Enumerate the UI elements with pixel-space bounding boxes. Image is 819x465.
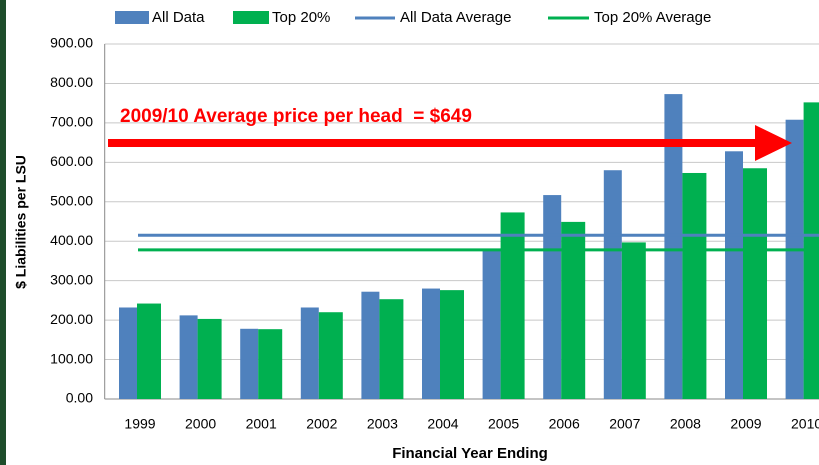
bar bbox=[621, 242, 646, 399]
y-tick-label: 700.00 bbox=[50, 114, 93, 130]
y-tick-label: 100.00 bbox=[50, 350, 93, 366]
legend-swatch bbox=[233, 11, 269, 24]
bar bbox=[179, 315, 198, 399]
bar bbox=[603, 170, 622, 399]
x-tick-label: 2008 bbox=[670, 416, 701, 432]
bar bbox=[137, 303, 161, 399]
x-tick-label: 2005 bbox=[488, 416, 519, 432]
x-axis-title: Financial Year Ending bbox=[392, 445, 548, 462]
bar bbox=[258, 329, 283, 399]
bar bbox=[785, 119, 804, 399]
bar bbox=[318, 312, 343, 399]
y-tick-label: 600.00 bbox=[50, 153, 93, 169]
x-tick-label: 2004 bbox=[427, 416, 458, 432]
legend-label: Top 20% bbox=[272, 9, 330, 26]
x-tick-label: 2003 bbox=[367, 416, 398, 432]
y-tick-label: 200.00 bbox=[50, 311, 93, 327]
y-axis-title: $ Liabilities per LSU bbox=[13, 155, 29, 289]
legend-label: All Data bbox=[152, 9, 205, 26]
bar bbox=[682, 172, 707, 399]
bar bbox=[440, 290, 464, 399]
bar bbox=[743, 168, 767, 399]
x-tick-label: 2000 bbox=[185, 416, 216, 432]
bar bbox=[240, 328, 259, 399]
legend-swatch bbox=[115, 11, 149, 24]
bar bbox=[197, 318, 222, 399]
annotation: 2009/10 Average price per head = $649 bbox=[120, 106, 472, 127]
bar bbox=[500, 212, 525, 399]
x-tick-label: 2007 bbox=[609, 416, 640, 432]
y-tick-label: 800.00 bbox=[50, 74, 93, 90]
bar bbox=[482, 249, 501, 399]
x-tick-label: 2002 bbox=[306, 416, 337, 432]
legend-label: All Data Average bbox=[400, 9, 511, 26]
x-tick-label: 2010 bbox=[791, 416, 819, 432]
arrow-head bbox=[755, 125, 792, 161]
y-tick-label: 500.00 bbox=[50, 192, 93, 208]
bar bbox=[422, 288, 440, 399]
y-tick-label: 300.00 bbox=[50, 271, 93, 287]
bar bbox=[379, 299, 404, 399]
x-tick-label: 2001 bbox=[246, 416, 277, 432]
bar bbox=[725, 151, 743, 399]
bar bbox=[361, 291, 380, 399]
y-tick-label: 400.00 bbox=[50, 232, 93, 248]
x-tick-label: 2006 bbox=[549, 416, 580, 432]
frame-edge bbox=[0, 0, 6, 465]
bar bbox=[543, 195, 562, 399]
bar bbox=[664, 94, 683, 399]
x-tick-label: 2009 bbox=[730, 416, 761, 432]
x-tick-label: 1999 bbox=[124, 416, 155, 432]
y-tick-label: 0.00 bbox=[66, 390, 93, 406]
y-tick-label: 900.00 bbox=[50, 35, 93, 51]
bar bbox=[300, 307, 319, 399]
bar bbox=[561, 221, 586, 399]
legend-label: Top 20% Average bbox=[594, 9, 711, 26]
bar bbox=[119, 307, 137, 399]
